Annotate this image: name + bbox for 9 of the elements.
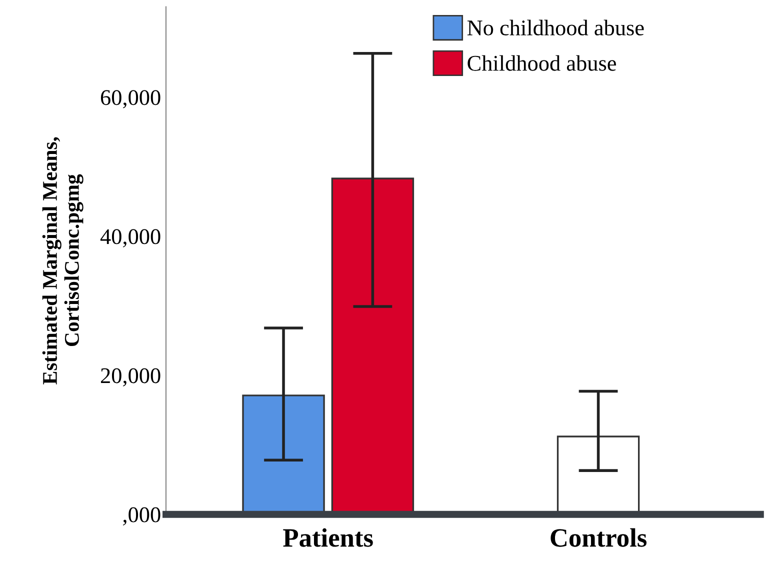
- y-tick-label: ,000: [123, 507, 160, 526]
- y-tick-label: 60,000: [100, 90, 160, 108]
- legend-label: No childhood abuse: [467, 20, 644, 36]
- y-tick-label: 20,000: [100, 368, 160, 386]
- x-tick-label: Patients: [283, 528, 373, 547]
- y-tick-label: 40,000: [100, 229, 160, 248]
- y-axis-title: Estimated Marginal Means, CortisolConc.pgmg: [42, 137, 84, 384]
- legend-label: Childhood abuse: [468, 55, 616, 71]
- x-tick-label: Controls: [550, 528, 647, 547]
